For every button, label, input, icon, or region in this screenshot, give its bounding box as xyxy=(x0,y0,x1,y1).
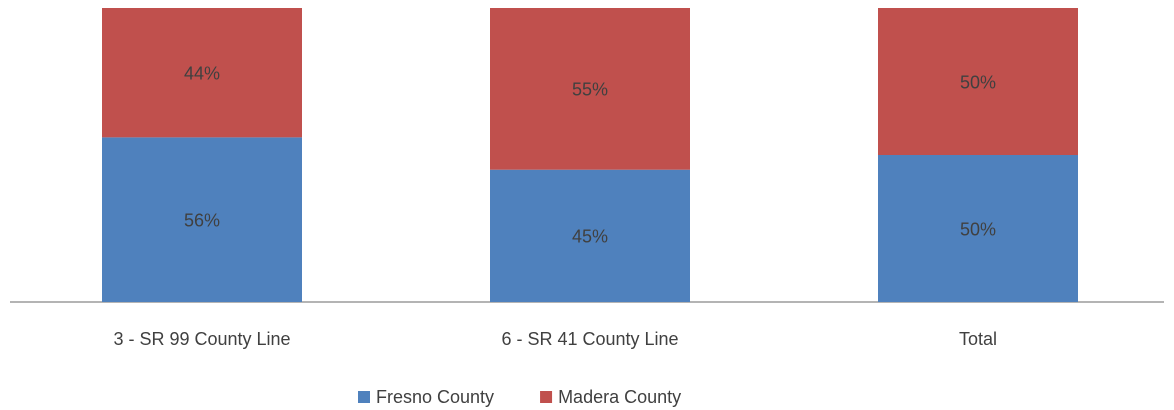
x-tick-label: 3 - SR 99 County Line xyxy=(113,329,290,349)
x-tick-label: Total xyxy=(959,329,997,349)
data-label: 55% xyxy=(572,80,608,100)
bar-segment xyxy=(878,8,1078,155)
legend-label: Madera County xyxy=(558,387,681,407)
bar-segment xyxy=(102,137,302,302)
x-tick-label: 6 - SR 41 County Line xyxy=(501,329,678,349)
data-label: 56% xyxy=(184,210,220,230)
bar-segment xyxy=(102,8,302,138)
data-label: 45% xyxy=(572,227,608,247)
legend-swatch xyxy=(358,391,370,403)
bar-segment xyxy=(490,169,690,302)
data-label: 50% xyxy=(960,72,996,92)
bar-segment xyxy=(878,155,1078,302)
legend-label: Fresno County xyxy=(376,387,494,407)
data-label: 44% xyxy=(184,63,220,83)
legend-swatch xyxy=(540,391,553,403)
data-label: 50% xyxy=(960,219,996,239)
bar-segment xyxy=(490,8,690,170)
